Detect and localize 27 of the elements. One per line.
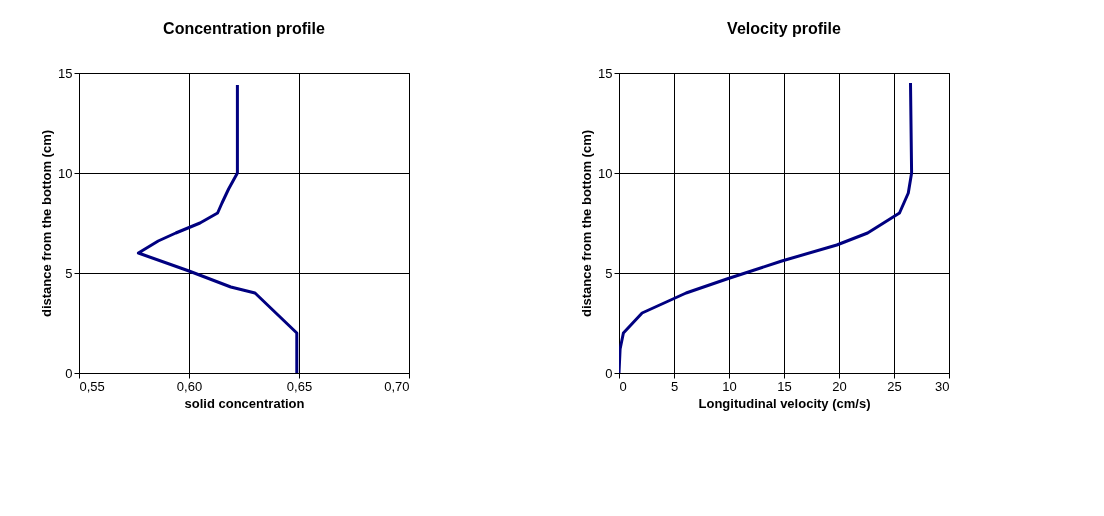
y-tick-label: 5 xyxy=(605,265,613,281)
x-tick-label: 25 xyxy=(887,378,902,394)
x-tick-label: 20 xyxy=(832,378,847,394)
x-tick-label: 0,60 xyxy=(176,378,203,394)
y-axis-title: distance from the bottom (cm) xyxy=(579,129,595,318)
line-series xyxy=(619,81,914,373)
y-tick-label: 15 xyxy=(58,65,73,81)
y-tick-label: 15 xyxy=(598,65,613,81)
y-tick-label: 5 xyxy=(65,265,73,281)
y-tick-label: 10 xyxy=(58,165,73,181)
x-tick-label: 0 xyxy=(619,378,627,394)
x-axis-title: solid concentration xyxy=(184,395,305,411)
y-tick-label: 0 xyxy=(605,365,613,381)
y-tick-label: 10 xyxy=(598,165,613,181)
x-tick-label: 30 xyxy=(935,378,950,394)
line-series xyxy=(136,83,299,373)
x-tick-label: 5 xyxy=(670,378,679,394)
x-tick-label: 15 xyxy=(777,378,792,394)
y-axis-title: distance from the bottom (cm) xyxy=(39,129,55,318)
x-axis-title: Longitudinal velocity (cm/s) xyxy=(698,395,871,411)
x-tick-label: 0,55 xyxy=(79,378,105,394)
chart-title: Concentration profile xyxy=(163,20,325,37)
x-tick-label: 0,70 xyxy=(384,378,410,394)
x-tick-label: 0,65 xyxy=(286,378,313,394)
y-tick-label: 0 xyxy=(65,365,73,381)
x-tick-label: 10 xyxy=(722,378,737,394)
chart-title: Velocity profile xyxy=(727,20,842,37)
